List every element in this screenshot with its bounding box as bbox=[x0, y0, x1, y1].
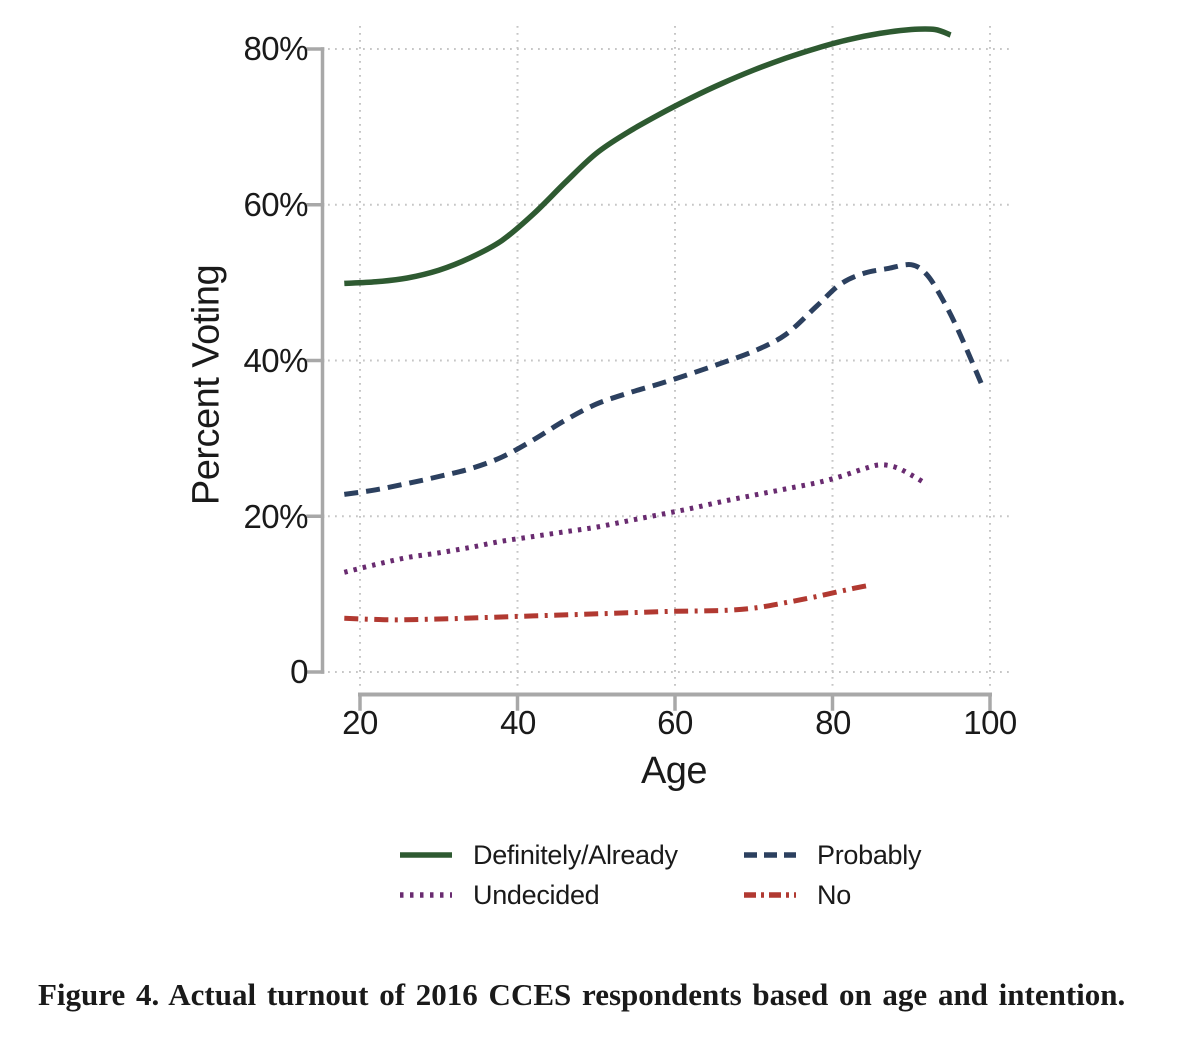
y-tick-label: 0 bbox=[290, 653, 308, 690]
y-tick-label: 20% bbox=[243, 498, 308, 535]
x-axis-title: Age bbox=[640, 750, 708, 792]
series-line-probably bbox=[343, 262, 985, 497]
y-tick-label: 60% bbox=[243, 186, 308, 223]
series-line-undecided bbox=[343, 462, 929, 575]
legend-line-swatch-icon bbox=[400, 892, 452, 898]
y-tick-label: 40% bbox=[243, 342, 308, 379]
legend-label: Probably bbox=[817, 839, 922, 870]
x-tick-label: 60 bbox=[657, 704, 693, 741]
gridlines bbox=[328, 26, 1013, 689]
legend-label: Undecided bbox=[473, 879, 600, 910]
legend-label: Definitely/Already bbox=[473, 839, 678, 870]
figure-caption: Figure 4. Actual turnout of 2016 CCES re… bbox=[38, 977, 1126, 1012]
series-line-definitely-already bbox=[344, 26, 952, 287]
x-tick-label: 40 bbox=[500, 704, 536, 741]
legend-line-swatch-icon bbox=[744, 892, 796, 898]
x-tick-label: 80 bbox=[815, 704, 851, 741]
y-axis-title: Percent Voting bbox=[185, 264, 228, 506]
axes bbox=[306, 47, 992, 711]
legend-line-swatch-icon bbox=[400, 852, 452, 858]
x-tick-label: 100 bbox=[963, 704, 1017, 741]
legend-item-undecided: Undecided bbox=[398, 877, 600, 913]
x-tick-label: 20 bbox=[342, 704, 378, 741]
legend-label: No bbox=[817, 879, 851, 910]
series-line-no bbox=[344, 582, 873, 623]
y-tick-label: 80% bbox=[243, 30, 308, 67]
legend-item-probably: Probably bbox=[742, 837, 921, 873]
legend-line-swatch-icon bbox=[744, 852, 796, 858]
legend-item-no: No bbox=[742, 877, 851, 913]
legend-item-definitely-already: Definitely/Already bbox=[398, 837, 678, 873]
